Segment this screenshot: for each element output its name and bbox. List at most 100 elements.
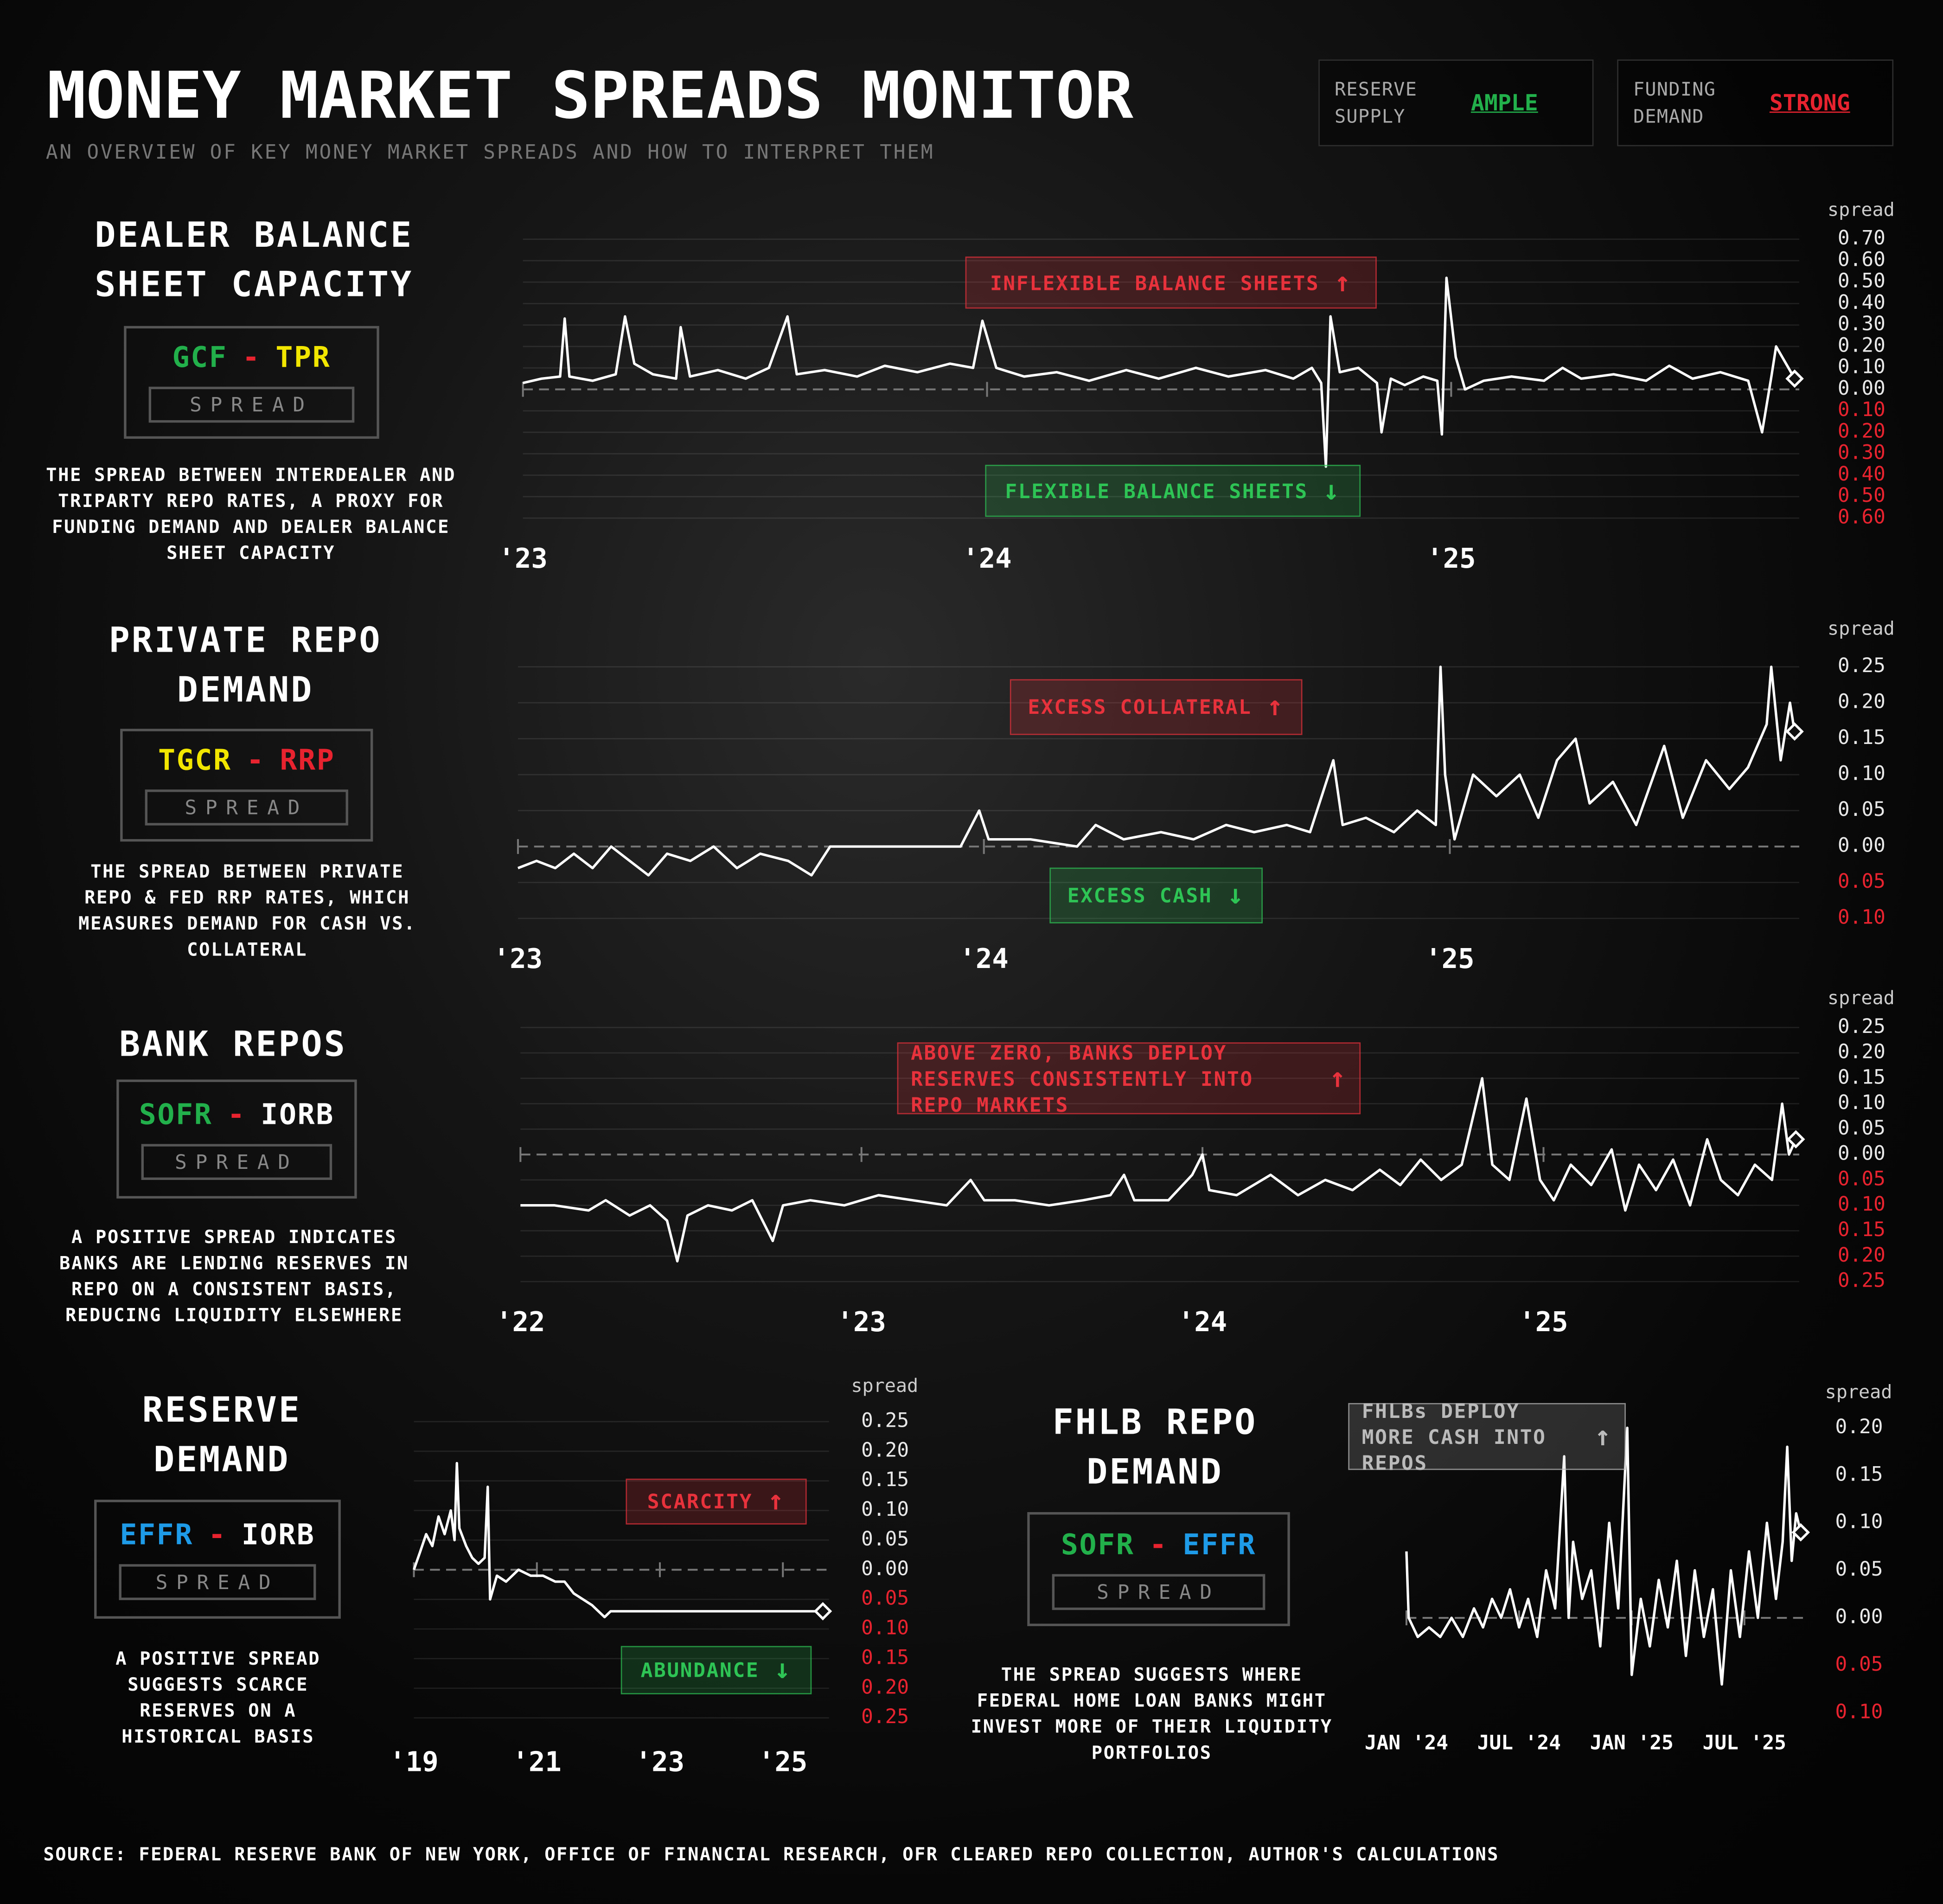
annotation-arrow: ↓	[774, 1654, 792, 1686]
y-tick-label: 0.15	[1838, 1065, 1885, 1089]
spread-line	[1405, 1426, 1802, 1686]
x-tick-label: JAN '25	[1590, 1731, 1674, 1754]
panel-description: A POSITIVE SPREAD SUGGESTS SCARCE RESERV…	[115, 1649, 321, 1748]
y-tick-label: 0.10	[1838, 1091, 1885, 1114]
y-axis-label: spread	[1828, 199, 1895, 220]
annotation-arrow: ↑	[1266, 692, 1285, 723]
y-tick-label: 0.20	[861, 1675, 909, 1699]
annotation-arrow: ↓	[1323, 475, 1341, 506]
formula-box: GCF - TPR SPREAD	[124, 326, 379, 439]
panel-description: A POSITIVE SPREAD INDICATES BANKS ARE LE…	[59, 1228, 409, 1327]
formula-left: TGCR	[158, 744, 232, 777]
y-tick-label: 0.05	[861, 1527, 909, 1551]
formula-op: -	[242, 342, 261, 375]
formula-op: -	[246, 744, 265, 777]
panel-description: THE SPREAD BETWEEN PRIVATE REPO & FED RR…	[78, 862, 416, 961]
formula: GCF - TPR	[172, 342, 331, 374]
y-tick-label: 0.10	[1835, 1700, 1883, 1723]
annotation: ABOVE ZERO, BANKS DEPLOY RESERVES CONSIS…	[897, 1040, 1361, 1116]
panel-title: PRIVATE REPO DEMAND	[109, 620, 382, 711]
annotation: SCARCITY ↑	[626, 1478, 807, 1525]
y-tick-label: 0.10	[1838, 355, 1885, 378]
spread-line	[523, 276, 1796, 468]
spread-line	[412, 1462, 823, 1619]
indicator-box: FUNDING DEMAND STRONG	[1617, 59, 1894, 147]
formula-box: TGCR - RRP SPREAD	[120, 729, 373, 842]
y-tick-label: 0.10	[1835, 1510, 1883, 1533]
panel-title: DEALER BALANCE SHEET CAPACITY	[95, 214, 414, 305]
indicator-box: RESERVE SUPPLY AMPLE	[1318, 59, 1594, 147]
indicator-value: AMPLE	[1470, 90, 1538, 116]
indicator-label: RESERVE SUPPLY	[1334, 78, 1418, 128]
x-tick-label: JUL '24	[1477, 1731, 1561, 1754]
formula: TGCR - RRP	[158, 745, 335, 777]
formula-box: EFFR - IORB SPREAD	[94, 1500, 341, 1619]
y-tick-label: 0.00	[1838, 1142, 1885, 1165]
annotation: EXCESS CASH ↓	[1049, 867, 1263, 923]
y-tick-label: 0.70	[1838, 226, 1885, 250]
y-tick-label: 0.05	[861, 1587, 909, 1610]
y-tick-label: 0.10	[1838, 762, 1885, 785]
x-tick-label: '25	[1426, 542, 1476, 574]
y-axis-label: spread	[1825, 1382, 1892, 1403]
annotation-text: EXCESS COLLATERAL	[1028, 695, 1252, 719]
formula-left: SOFR	[1061, 1529, 1135, 1561]
page-subtitle: AN OVERVIEW OF KEY MONEY MARKET SPREADS …	[45, 140, 935, 164]
y-tick-label: 0.25	[861, 1705, 909, 1728]
y-tick-label: 0.10	[861, 1616, 909, 1640]
y-tick-label: 0.10	[861, 1498, 909, 1521]
formula-right: IORB	[241, 1519, 315, 1551]
y-tick-label: 0.15	[861, 1468, 909, 1491]
panel-description: THE SPREAD SUGGESTS WHERE FEDERAL HOME L…	[971, 1666, 1333, 1764]
x-tick-label: '21	[512, 1746, 562, 1778]
y-tick-label: 0.20	[1838, 419, 1885, 442]
y-tick-label: 0.10	[1838, 906, 1885, 929]
annotation: FLEXIBLE BALANCE SHEETS ↓	[985, 465, 1361, 517]
x-tick-label: '25	[1425, 942, 1474, 974]
x-tick-label: JAN '24	[1365, 1731, 1448, 1754]
y-tick-label: 0.25	[1838, 1269, 1885, 1292]
annotation-text: EXCESS CASH	[1067, 884, 1213, 908]
annotation: ABUNDANCE ↓	[620, 1646, 812, 1694]
annotation-arrow: ↑	[1594, 1421, 1612, 1452]
indicator-value: STRONG	[1769, 90, 1850, 116]
x-tick-label: '23	[493, 942, 543, 974]
spread-line	[520, 1077, 1797, 1263]
last-point-marker	[1785, 369, 1804, 388]
x-tick-label: '23	[635, 1746, 684, 1778]
annotation-text: INFLEXIBLE BALANCE SHEETS	[990, 270, 1320, 295]
y-tick-label: 0.20	[1838, 333, 1885, 357]
x-tick-label: '23	[499, 542, 548, 574]
formula-op: -	[227, 1098, 246, 1131]
y-tick-label: 0.15	[1838, 726, 1885, 749]
panel-description: THE SPREAD BETWEEN INTERDEALER AND TRIPA…	[46, 466, 456, 564]
annotation-text: FHLBs DEPLOY MORE CASH INTO REPOS	[1361, 1398, 1547, 1474]
y-tick-label: 0.05	[1835, 1558, 1883, 1581]
x-tick-label: '25	[1519, 1306, 1568, 1338]
spread-label: SPREAD	[145, 789, 348, 826]
formula-box: SOFR - IORB SPREAD	[116, 1079, 357, 1199]
y-tick-label: 0.10	[1838, 1192, 1885, 1216]
source-note: SOURCE: FEDERAL RESERVE BANK OF NEW YORK…	[43, 1845, 1499, 1866]
y-tick-label: 0.05	[1835, 1653, 1883, 1676]
spread-label: SPREAD	[1052, 1573, 1266, 1609]
y-tick-label: 0.05	[1838, 1167, 1885, 1190]
panel-title: BANK REPOS	[119, 1024, 347, 1065]
y-axis-label: spread	[851, 1375, 918, 1397]
last-point-marker	[1791, 1523, 1810, 1542]
y-tick-label: 0.00	[1838, 834, 1885, 857]
y-tick-label: 0.00	[1835, 1605, 1883, 1628]
y-tick-label: 0.05	[1838, 870, 1885, 893]
x-tick-label: '25	[758, 1746, 807, 1778]
formula-right: TPR	[275, 342, 331, 375]
spread-label: SPREAD	[148, 386, 355, 423]
x-tick-label: '19	[389, 1746, 438, 1778]
y-tick-label: 0.25	[1838, 654, 1885, 677]
y-tick-label: 0.40	[1838, 462, 1885, 486]
panel-title: RESERVE DEMAND	[142, 1389, 302, 1480]
formula-right: EFFR	[1182, 1529, 1257, 1561]
formula-box: SOFR - EFFR SPREAD	[1027, 1512, 1290, 1626]
